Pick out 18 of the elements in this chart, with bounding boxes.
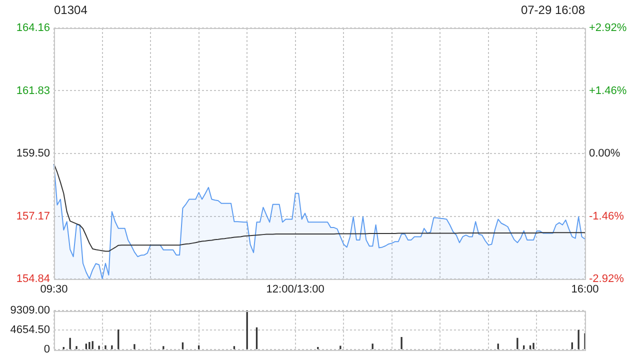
y2-tick-label: 0.00% (589, 148, 620, 160)
y-tick-label: 9309.00 (10, 304, 50, 317)
x-tick-label: 09:30 (40, 284, 68, 296)
y-tick-label: 4654.50 (10, 324, 50, 336)
y2-tick-label: -1.46% (589, 210, 624, 222)
chart-title: 01304 (54, 3, 88, 17)
y-tick-label: 154.84 (16, 273, 50, 286)
chart-subtitle: 07-29 16:08 (520, 3, 585, 17)
y-tick-label: 164.16 (16, 22, 50, 34)
y2-tick-label: +1.46% (589, 84, 627, 97)
y-tick-label: 157.17 (16, 210, 50, 222)
x-tick-label: 12:00/13:00 (266, 284, 324, 296)
y2-tick-label: +2.92% (589, 22, 627, 34)
x-tick-label: 16:00 (571, 284, 599, 296)
y-tick-label: 159.50 (16, 148, 50, 160)
y-tick-label: 0 (44, 343, 50, 356)
y2-tick-label: -2.92% (589, 273, 624, 286)
y-tick-label: 161.83 (16, 84, 50, 97)
